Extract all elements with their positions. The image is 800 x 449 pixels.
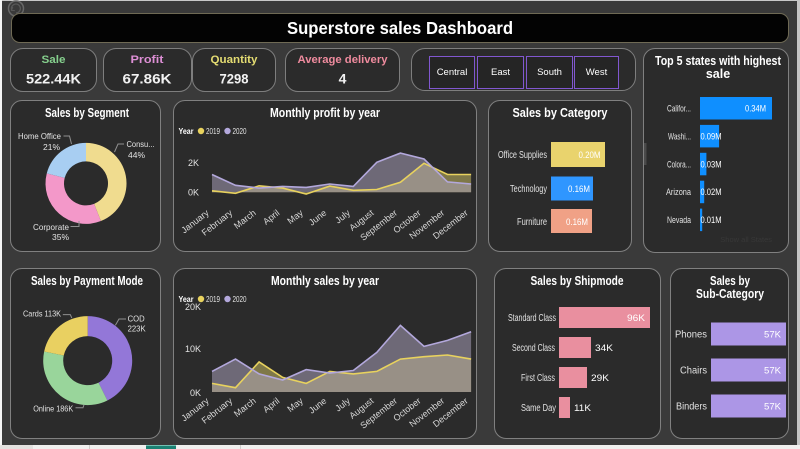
svg-text:0.16M: 0.16M <box>568 184 590 195</box>
svg-text:0K: 0K <box>190 388 201 398</box>
svg-text:March: March <box>232 208 258 231</box>
svg-text:Year: Year <box>179 294 195 304</box>
svg-text:Home Office: Home Office <box>18 131 61 141</box>
svg-text:Washi...: Washi... <box>668 131 691 141</box>
svg-text:96K: 96K <box>627 313 646 324</box>
svg-text:0.09M: 0.09M <box>701 131 722 141</box>
svg-text:2K: 2K <box>188 158 199 168</box>
svg-text:11K: 11K <box>574 403 592 414</box>
svg-text:Standard Class: Standard Class <box>508 313 556 324</box>
svg-text:29K: 29K <box>591 373 610 384</box>
svg-text:sale: sale <box>706 67 730 81</box>
svg-text:2020: 2020 <box>233 294 247 304</box>
svg-text:21%: 21% <box>43 142 60 152</box>
svg-text:10K: 10K <box>185 344 201 354</box>
svg-text:Technology: Technology <box>510 184 547 195</box>
svg-text:35%: 35% <box>52 232 69 242</box>
svg-text:First Class: First Class <box>521 373 555 384</box>
svg-text:0.03M: 0.03M <box>701 159 722 169</box>
svg-text:Same Day: Same Day <box>521 403 556 414</box>
svg-text:Average delivery: Average delivery <box>298 54 389 66</box>
svg-text:Furniture: Furniture <box>517 217 547 228</box>
svg-text:Sale: Sale <box>42 54 66 66</box>
svg-text:Superstore sales Dashboard: Superstore sales Dashboard <box>287 18 513 38</box>
svg-text:Sub-Category: Sub-Category <box>696 287 764 301</box>
svg-text:Sales by Category: Sales by Category <box>513 106 608 120</box>
svg-text:Monthly profit by year: Monthly profit by year <box>270 106 380 120</box>
svg-text:Arizona: Arizona <box>666 187 691 197</box>
svg-text:June: June <box>307 396 329 416</box>
svg-text:2020: 2020 <box>233 126 247 136</box>
svg-text:COD: COD <box>128 314 145 324</box>
svg-text:0.02M: 0.02M <box>701 187 722 197</box>
svg-text:Chairs: Chairs <box>680 366 707 377</box>
svg-text:34K: 34K <box>595 343 614 354</box>
svg-text:0.20M: 0.20M <box>579 150 601 161</box>
svg-text:7298: 7298 <box>220 71 249 87</box>
svg-text:4: 4 <box>339 71 347 87</box>
svg-text:67.86K: 67.86K <box>123 71 172 87</box>
svg-text:522.44K: 522.44K <box>26 71 81 87</box>
svg-text:44%: 44% <box>128 150 145 160</box>
svg-text:2019: 2019 <box>206 294 220 304</box>
svg-text:May: May <box>285 207 305 226</box>
svg-text:Year: Year <box>179 126 195 136</box>
svg-text:0K: 0K <box>188 188 199 198</box>
svg-text:Show all States: Show all States <box>720 235 772 244</box>
svg-text:Sales by Segment: Sales by Segment <box>45 106 130 120</box>
svg-text:Profit: Profit <box>131 54 164 66</box>
svg-text:Second Class: Second Class <box>512 343 555 354</box>
svg-text:Binders: Binders <box>676 402 707 413</box>
svg-text:June: June <box>307 208 329 228</box>
svg-text:Colora...: Colora... <box>667 159 691 169</box>
svg-text:Office Supplies: Office Supplies <box>498 150 547 161</box>
svg-text:0.34M: 0.34M <box>745 104 766 114</box>
svg-text:Cards 113K: Cards 113K <box>23 309 61 319</box>
svg-text:57K: 57K <box>764 402 782 413</box>
svg-text:223K: 223K <box>128 324 146 334</box>
svg-text:Top 5 states with highest: Top 5 states with highest <box>655 54 782 68</box>
svg-text:Sales by Payment Mode: Sales by Payment Mode <box>31 274 143 288</box>
svg-text:57K: 57K <box>764 330 782 341</box>
svg-text:Monthly sales by year: Monthly sales by year <box>271 274 379 288</box>
svg-text:April: April <box>261 396 281 415</box>
svg-text:2019: 2019 <box>206 126 220 136</box>
svg-text:Sales by: Sales by <box>710 274 750 288</box>
svg-text:20K: 20K <box>185 302 201 312</box>
svg-text:Phones: Phones <box>675 330 707 341</box>
svg-text:Califor...: Califor... <box>667 104 691 114</box>
svg-text:Quantity: Quantity <box>211 54 259 66</box>
svg-text:Sales by Shipmode: Sales by Shipmode <box>531 274 624 288</box>
svg-text:0.16M: 0.16M <box>566 217 588 228</box>
svg-text:Online 186K: Online 186K <box>33 404 73 414</box>
svg-text:April: April <box>261 208 281 227</box>
svg-text:Corporate: Corporate <box>33 222 69 232</box>
svg-text:57K: 57K <box>764 366 782 377</box>
svg-text:Nevada: Nevada <box>667 215 691 225</box>
svg-text:May: May <box>285 395 305 414</box>
svg-text:0.01M: 0.01M <box>701 215 722 225</box>
svg-text:March: March <box>232 396 258 419</box>
svg-text:Consu...: Consu... <box>127 139 155 149</box>
